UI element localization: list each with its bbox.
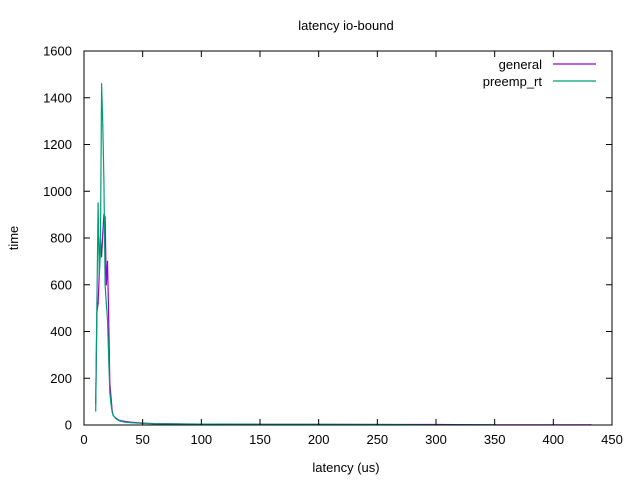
y-tick-label-6: 1200	[43, 137, 72, 152]
chart-title: latency io-bound	[298, 18, 393, 33]
ticks-layer: 0 50 100 150 200 250 300 350 400 450 0 200 400 600 800…	[43, 44, 623, 448]
plot-area: 0 50 100 150 200 250 300 350 400 450 0 200 400 600 800…	[43, 44, 623, 448]
series-preemp_rt-point-9	[105, 302, 107, 305]
x-tick-label-3: 150	[249, 432, 271, 447]
y-tick-label-0: 0	[65, 418, 72, 433]
series-preemp_rt-point-14	[111, 411, 113, 413]
y-axis-label: time	[6, 226, 21, 251]
series-preemp_rt-point-5	[101, 83, 103, 85]
series-preemp_rt-point-3	[98, 274, 100, 276]
series-preemp_rt-point-11	[108, 354, 110, 356]
series-preemp_rt-point-16	[115, 417, 117, 420]
y-tick-label-5: 1000	[43, 184, 72, 199]
series-preemp_rt-point-12	[109, 391, 111, 393]
series-preemp_rt-point-8	[104, 284, 106, 286]
x-tick-label-2: 100	[190, 432, 212, 447]
series-general-point-9	[105, 284, 107, 286]
x-tick-label-6: 300	[425, 432, 447, 447]
x-tick-label-9: 450	[601, 432, 623, 447]
x-tick-label-7: 350	[484, 432, 506, 447]
series-general-point-11	[108, 312, 110, 314]
series-preemp_rt-point-4	[99, 251, 102, 253]
series-preemp_rt-point-17	[118, 420, 120, 422]
series-preemp_rt-point-18	[124, 421, 126, 423]
x-tick-label-0: 0	[80, 432, 87, 447]
series-general-point-6	[102, 232, 104, 234]
series-preemp_rt-point-13	[110, 403, 112, 405]
series-preemp_rt-point-10	[106, 319, 109, 321]
series-preemp_rt-point-6	[102, 125, 104, 127]
y-tick-label-8: 1600	[43, 44, 72, 59]
y-tick-label-7: 1400	[43, 90, 72, 105]
x-tick-label-1: 50	[135, 432, 149, 447]
x-axis-label: latency (us)	[312, 460, 379, 475]
x-tick-label-4: 200	[308, 432, 330, 447]
series-preemp_rt-point-15	[112, 415, 114, 417]
series-preemp_rt-point-1	[96, 302, 98, 305]
series-preemp_rt-point-0	[95, 410, 97, 412]
y-tick-label-4: 800	[50, 231, 72, 246]
series-general-point-10	[106, 260, 109, 262]
series-preemp_rt-point-21	[153, 423, 155, 425]
y-tick-label-3: 600	[50, 277, 72, 292]
legend: general preemp_rt	[483, 57, 596, 89]
x-tick-label-5: 250	[366, 432, 388, 447]
legend-label-preemp_rt: preemp_rt	[483, 74, 543, 89]
y-tick-label-2: 400	[50, 324, 72, 339]
series-preemp_rt-point-19	[130, 422, 132, 424]
series-preemp_rt-point-2	[97, 202, 99, 204]
y-tick-label-1: 200	[50, 371, 72, 386]
series-general-point-5	[101, 256, 103, 258]
series-preemp_rt-point-22	[177, 423, 179, 425]
legend-label-general: general	[499, 57, 542, 72]
series-preemp_rt-point-7	[103, 178, 105, 181]
x-tick-label-8: 400	[542, 432, 564, 447]
series-general-point-2	[97, 302, 99, 305]
